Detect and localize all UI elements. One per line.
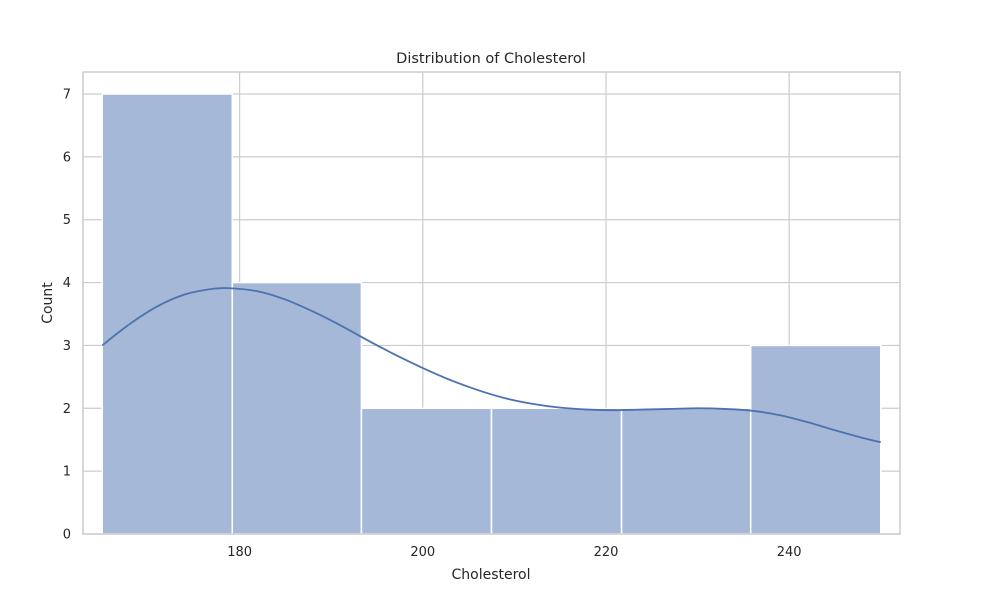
y-tick-label: 6 xyxy=(63,150,71,165)
y-tick-label: 2 xyxy=(63,402,71,417)
histogram-bar xyxy=(101,93,234,535)
x-tick-label: 200 xyxy=(410,545,435,560)
y-tick-label: 3 xyxy=(63,339,71,354)
y-tick-label: 1 xyxy=(63,465,71,480)
x-tick-label: 220 xyxy=(594,545,619,560)
histogram-bar xyxy=(620,407,752,535)
x-axis-label: Cholesterol xyxy=(451,567,530,583)
y-tick-label: 5 xyxy=(63,213,71,228)
plot-frame xyxy=(82,71,901,535)
kde-curve xyxy=(101,287,881,444)
histogram-bar xyxy=(360,407,493,535)
chart-title: Distribution of Cholesterol xyxy=(396,51,586,67)
y-axis-ticks: 0 1 2 3 4 5 6 7 xyxy=(63,88,71,543)
histogram-bar xyxy=(490,407,623,535)
y-tick-label: 7 xyxy=(63,88,71,103)
y-tick-label: 4 xyxy=(63,276,71,291)
x-tick-label: 240 xyxy=(777,545,802,560)
y-tick-label: 0 xyxy=(63,528,71,543)
histogram-bar xyxy=(749,344,882,535)
x-tick-label: 180 xyxy=(227,545,252,560)
histogram-bar xyxy=(231,281,363,535)
x-axis-ticks: 180 200 220 240 xyxy=(227,545,801,560)
histogram-bars xyxy=(101,93,882,535)
y-axis-label: Count xyxy=(40,282,56,324)
